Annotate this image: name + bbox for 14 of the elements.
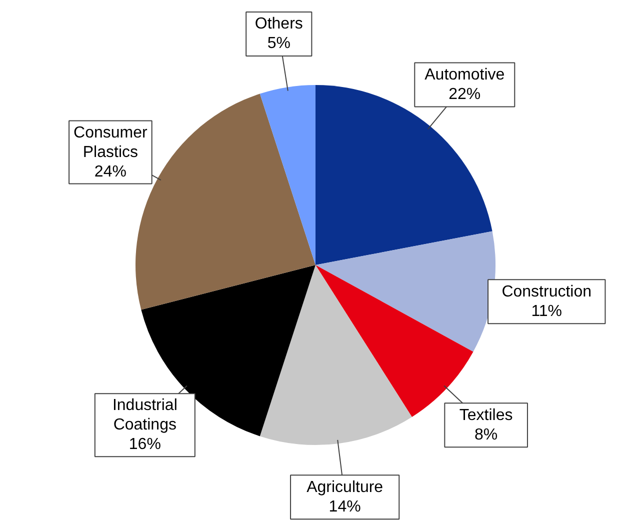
slice-label: Construction [502, 283, 592, 300]
slice-label: Agriculture [306, 478, 384, 496]
data-label: 5% [267, 35, 290, 52]
slice-label: Others [254, 16, 303, 33]
data-label: 14% [328, 498, 361, 516]
slice-label: Industrial Coatings [112, 397, 178, 434]
data-label: 16% [128, 436, 161, 454]
slice-label: Consumer Plastics [74, 124, 148, 161]
slice-label: Automotive [424, 66, 505, 84]
data-label: 11% [531, 302, 562, 320]
data-label: 8% [474, 426, 498, 444]
data-label: 24% [94, 163, 126, 180]
slice-label: Textiles [459, 406, 513, 424]
data-label: 22% [448, 86, 481, 104]
